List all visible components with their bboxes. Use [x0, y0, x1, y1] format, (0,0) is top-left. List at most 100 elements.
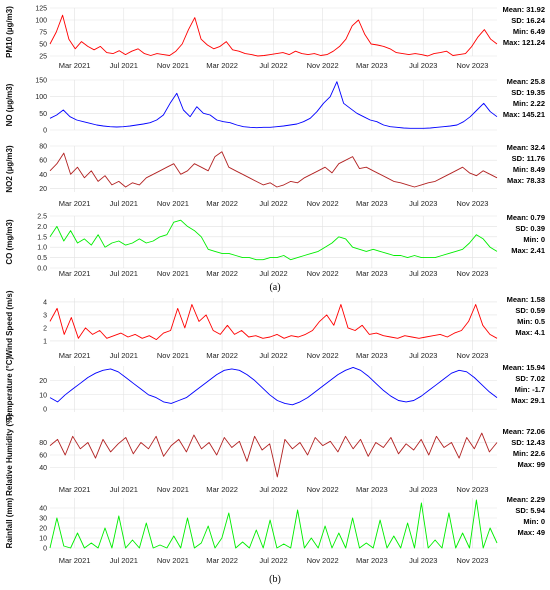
stat-label: SD: 16.24	[511, 16, 546, 25]
x-tick-label: Mar 2021	[59, 61, 91, 70]
x-tick-label: Jul 2021	[110, 269, 138, 278]
x-tick-label: Nov 2021	[157, 556, 189, 565]
series-line	[49, 432, 498, 478]
x-tick-label: Nov 2023	[456, 199, 488, 208]
x-tick-label: Mar 2023	[356, 485, 388, 494]
stat-label: Mean: 25.8	[507, 77, 545, 86]
x-tick-label: Mar 2023	[356, 199, 388, 208]
stat-label: Max: 2.41	[511, 246, 545, 255]
x-tick-label: Jul 2022	[259, 61, 287, 70]
x-tick-label: Mar 2022	[206, 199, 238, 208]
x-tick-label: Mar 2021	[59, 485, 91, 494]
panel-5: 0 10 20 Temperature (°C) Mean: 15.94 SD: 7.02…	[5, 356, 546, 421]
x-tick-label: Nov 2023	[456, 351, 488, 360]
x-tick-label: Nov 2022	[307, 61, 339, 70]
stat-label: SD: 0.39	[515, 224, 545, 233]
x-tick-label: Jul 2021	[110, 61, 138, 70]
stat-label: SD: 5.94	[515, 506, 545, 515]
stat-label: Mean: 31.92	[502, 5, 545, 14]
y-tick-label: 20	[39, 186, 47, 193]
y-tick-label: 2.5	[37, 214, 47, 221]
x-tick-label: Jul 2021	[110, 485, 138, 494]
x-tick-label: Jul 2021	[110, 351, 138, 360]
x-tick-label: Mar 2022	[206, 269, 238, 278]
x-tick-label: Nov 2021	[157, 269, 189, 278]
stat-label: SD: 12.43	[511, 438, 545, 447]
panel-2: 20 40 60 80 NO2 (µg/m3) Mean: 32.4 SD: 11.76 Mi…	[5, 143, 546, 208]
x-tick-label: Mar 2023	[356, 269, 388, 278]
series-line	[49, 151, 498, 188]
stat-label: Min: 0	[523, 235, 545, 244]
y-tick-label: 40	[39, 172, 47, 179]
stat-label: Max: 99	[517, 460, 545, 469]
y-tick-label: 1.0	[37, 245, 47, 252]
x-tick-label: Nov 2022	[307, 351, 339, 360]
x-tick-label: Mar 2023	[356, 556, 388, 565]
y-tick-label: 2	[43, 325, 47, 332]
x-tick-label: Mar 2021	[59, 556, 91, 565]
y-tick-label: 20	[39, 378, 47, 385]
y-tick-label: 0	[43, 128, 47, 135]
y-tick-label: 75	[39, 30, 47, 37]
y-tick-label: 100	[35, 94, 47, 101]
y-tick-label: 40	[39, 465, 47, 472]
x-tick-label: Mar 2023	[356, 61, 388, 70]
x-tick-label: Nov 2022	[307, 485, 339, 494]
y-tick-label: 80	[39, 440, 47, 447]
series-line	[49, 81, 498, 129]
y-axis-label: CO (mg/m3)	[5, 219, 14, 265]
panel-4: 1 2 3 4 Wind Speed (m/s) Mean: 1.58 SD: 0.59 Mi…	[5, 290, 545, 360]
panel-6: 40 60 80 Relative Humidity (%) Mean: 72.06 SD…	[5, 414, 545, 496]
series-line	[49, 219, 498, 261]
x-tick-label: Mar 2023	[356, 351, 388, 360]
y-tick-label: 20	[39, 526, 47, 533]
stat-label: Min: 8.49	[513, 165, 545, 174]
y-tick-label: 30	[39, 516, 47, 523]
x-tick-label: Jul 2023	[409, 351, 437, 360]
y-axis-label: PM10 (µg/m3)	[5, 6, 14, 58]
stat-label: Max: 29.1	[511, 396, 545, 405]
panel-0: 25 50 75 100 125 PM10 (µg/m3) Mean: 31.92 SD: 1…	[5, 5, 546, 70]
x-tick-label: Nov 2023	[456, 556, 488, 565]
stat-label: Max: 121.24	[503, 38, 546, 47]
series-line	[49, 366, 498, 406]
stat-label: Mean: 1.58	[507, 295, 545, 304]
x-tick-label: Nov 2021	[157, 199, 189, 208]
y-tick-label: 0	[43, 407, 47, 414]
stat-label: Min: 6.49	[513, 27, 545, 36]
stat-label: SD: 0.59	[515, 306, 545, 315]
y-tick-label: 10	[39, 392, 47, 399]
x-tick-label: Jul 2022	[259, 199, 287, 208]
stat-label: Mean: 15.94	[502, 363, 545, 372]
stat-label: Mean: 2.29	[507, 495, 545, 504]
x-tick-label: Jul 2023	[409, 556, 437, 565]
x-tick-label: Jul 2022	[259, 269, 287, 278]
y-tick-label: 50	[39, 42, 47, 49]
y-tick-label: 150	[35, 78, 47, 85]
x-tick-label: Jul 2021	[110, 556, 138, 565]
x-tick-label: Nov 2023	[456, 269, 488, 278]
series-line	[49, 14, 498, 57]
x-tick-label: Mar 2021	[59, 351, 91, 360]
x-tick-label: Nov 2022	[307, 556, 339, 565]
x-tick-label: Mar 2022	[206, 351, 238, 360]
panel-3: 0.0 0.5 1.0 1.5 2.0 2.5 CO (mg/m3) Mean: 0.79 SD…	[5, 213, 545, 278]
y-tick-label: 1.5	[37, 234, 47, 241]
x-tick-label: Jul 2023	[409, 199, 437, 208]
y-tick-label: 80	[39, 144, 47, 151]
x-tick-label: Nov 2021	[157, 351, 189, 360]
stat-label: Mean: 0.79	[507, 213, 545, 222]
stat-label: Max: 145.21	[503, 110, 545, 119]
series-line	[49, 304, 498, 341]
x-tick-label: Jul 2023	[409, 269, 437, 278]
y-axis-label: Relative Humidity (%)	[5, 414, 14, 496]
stat-label: Mean: 72.06	[502, 427, 545, 436]
y-axis-label: Rainfall (mm)	[5, 497, 14, 548]
y-tick-label: 0	[43, 546, 47, 553]
y-tick-label: 50	[39, 111, 47, 118]
x-tick-label: Jul 2023	[409, 485, 437, 494]
stat-label: SD: 7.02	[515, 374, 545, 383]
x-tick-label: Mar 2021	[59, 199, 91, 208]
stat-label: Mean: 32.4	[507, 143, 546, 152]
